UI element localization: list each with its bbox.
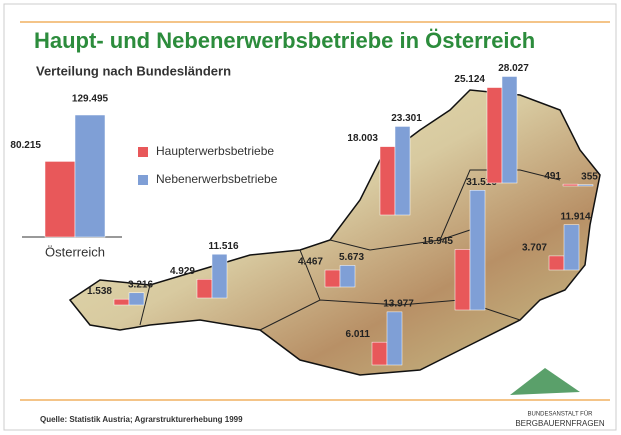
bar [324, 269, 341, 288]
logo-mark [510, 368, 580, 395]
value-label: 25.124 [454, 74, 485, 85]
bar [211, 253, 228, 299]
value-label: 4.467 [298, 257, 323, 268]
legend-label: Haupterwerbsbetriebe [156, 144, 274, 158]
value-label: 491 [544, 171, 561, 182]
chart-title: Haupt- und Nebenerwerbsbetriebe in Öster… [34, 28, 535, 53]
source: Quelle: Statistik Austria; Agrarstruktur… [40, 415, 243, 424]
x-tick-label: Österreich [45, 244, 105, 259]
bar [454, 249, 471, 311]
bar [386, 311, 403, 366]
bar [44, 161, 76, 238]
bar [486, 87, 503, 184]
bar [196, 279, 213, 299]
value-label: 80.215 [10, 140, 41, 151]
value-label: 3.216 [128, 279, 153, 290]
value-label: 28.027 [498, 63, 529, 74]
bar [562, 183, 579, 187]
value-label: 23.301 [391, 113, 422, 124]
legend-label: Nebenerwerbsbetriebe [156, 172, 278, 186]
bar [74, 114, 106, 238]
bar [394, 126, 411, 216]
value-label: 31.516 [466, 177, 497, 188]
legend-swatch [138, 147, 148, 157]
value-label: 1.538 [87, 286, 112, 297]
value-label: 11.516 [208, 241, 238, 252]
value-label: 18.003 [347, 133, 378, 144]
value-label: 11.914 [560, 211, 590, 222]
value-label: 3.707 [522, 243, 547, 254]
value-label: 15.945 [422, 236, 453, 247]
bar [469, 189, 486, 311]
bar [339, 265, 356, 288]
legend-swatch [138, 175, 148, 185]
value-label: 4.929 [170, 266, 195, 277]
value-label: 5.673 [339, 252, 364, 263]
bar [379, 146, 396, 216]
bar [501, 76, 518, 184]
value-label: 6.011 [346, 329, 371, 340]
logo-text: BUNDESANSTALT FÜR [527, 411, 593, 418]
bar [371, 341, 388, 366]
bar [113, 298, 130, 306]
bar [577, 184, 594, 187]
subtitle: Verteilung nach Bundesländern [36, 63, 231, 78]
bar [128, 292, 145, 306]
value-label: 129.495 [72, 94, 109, 105]
value-label: 13.977 [383, 299, 414, 310]
logo-text: BERGBAUERNFRAGEN [515, 419, 605, 428]
value-label: 355 [581, 171, 598, 182]
bar [548, 255, 565, 271]
bar [563, 224, 580, 271]
